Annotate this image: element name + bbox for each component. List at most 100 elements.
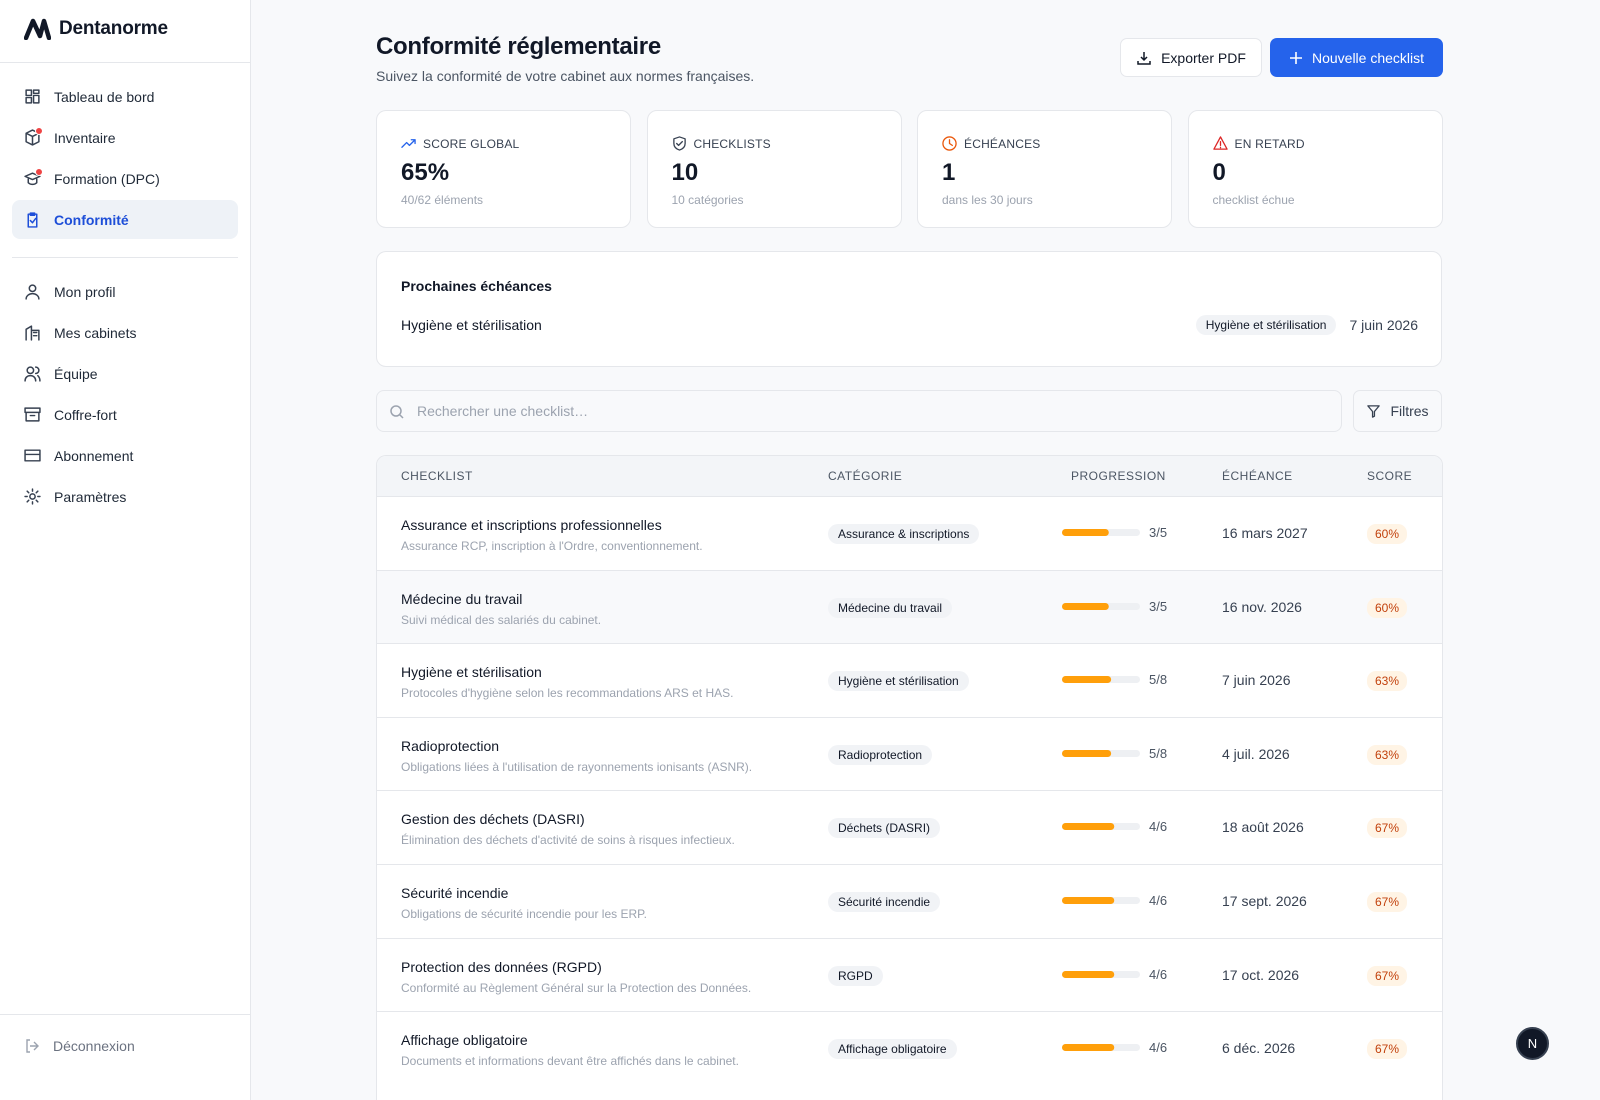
nav-item[interactable]: Mes cabinets <box>12 313 238 352</box>
progress-bar <box>1062 602 1140 610</box>
icon <box>27 212 38 228</box>
icon-path <box>24 488 41 505</box>
nav-item[interactable]: Inventaire <box>12 118 238 157</box>
due-date: 17 oct. 2026 <box>1222 966 1300 983</box>
nav-label: Abonnement <box>54 447 134 464</box>
icon <box>1137 51 1151 65</box>
due-date: 4 juil. 2026 <box>1222 745 1290 762</box>
score-pill: 67% <box>1367 1039 1408 1060</box>
kpi-label-row: CHECKLISTS <box>672 135 877 152</box>
brand[interactable]: Dentanorme <box>24 18 168 40</box>
progress-label: 5/8 <box>1149 745 1168 761</box>
progress-label: 4/6 <box>1149 819 1168 835</box>
table-row[interactable]: Radioprotection Obligations liées à l'uti… <box>377 716 1442 791</box>
icon <box>25 284 40 300</box>
avatar[interactable]: N <box>1516 1027 1549 1060</box>
score-pill: 60% <box>1367 597 1408 618</box>
icon <box>26 1038 39 1053</box>
logo <box>24 18 51 40</box>
category-chip: Sécurité incendie <box>828 892 941 912</box>
due-date: 16 nov. 2026 <box>1222 598 1302 615</box>
search-placeholder: Rechercher une checklist… <box>417 403 589 419</box>
divider <box>12 257 238 258</box>
kpi-card: EN RETARD 0 checklist échue <box>1187 110 1443 228</box>
progress-bar <box>1062 970 1140 978</box>
category-chip: Déchets (DASRI) <box>828 818 941 839</box>
export-button[interactable]: Exporter PDF <box>1120 38 1262 77</box>
icon <box>390 405 404 419</box>
icon-path <box>25 284 40 300</box>
progress-label: 4/6 <box>1149 1040 1168 1056</box>
kpi-card: ÉCHÉANCES 1 dans les 30 jours <box>917 110 1172 228</box>
table-row[interactable]: Assurance et inscriptions professionnell… <box>377 496 1442 570</box>
page-title: Conformité réglementaire <box>376 33 661 60</box>
icon <box>25 89 40 104</box>
kpi-label: EN RETARD <box>1234 136 1305 151</box>
score-pill: 63% <box>1367 744 1408 765</box>
search-input[interactable]: Rechercher une checklist… <box>376 390 1342 432</box>
notification-dot <box>35 168 43 176</box>
filters-button[interactable]: Filtres <box>1353 390 1442 432</box>
progress-bar <box>1062 823 1140 831</box>
column-header: ÉCHÉANCE <box>1222 469 1293 483</box>
icon <box>24 407 41 422</box>
score-pill: 67% <box>1367 892 1408 912</box>
table-row[interactable]: Hygiène et stérilisation Protocoles d'hyg… <box>377 643 1442 718</box>
icon-path <box>25 89 40 104</box>
filters-label: Filtres <box>1390 403 1429 419</box>
progress-fill <box>1062 602 1109 610</box>
kpi-label: SCORE GLOBAL <box>423 136 520 151</box>
icon-path <box>24 407 41 422</box>
logout[interactable]: Déconnexion <box>12 1026 135 1065</box>
nav-item[interactable]: Paramètres <box>12 477 238 516</box>
logout-label: Déconnexion <box>53 1037 135 1054</box>
nav-label: Mon profil <box>54 283 116 300</box>
nav-item[interactable]: Formation (DPC) <box>12 159 238 198</box>
icon <box>1289 51 1302 64</box>
nav-item[interactable]: Conformité <box>12 200 238 239</box>
nav-item[interactable]: Tableau de bord <box>12 77 238 116</box>
due-date: 18 août 2026 <box>1222 819 1304 836</box>
table-row[interactable]: Affichage obligatoire Documents et inform… <box>377 1011 1442 1086</box>
icon <box>24 488 41 505</box>
main: Conformité réglementaire Suivez la confo… <box>251 0 1600 1100</box>
icon <box>942 136 957 151</box>
table-header: CHECKLIST CATÉGORIE PROGRESSION ÉCHÉANCE SCO… <box>377 456 1442 496</box>
deadline-item[interactable]: Hygiène et stérilisation Hygiène et stéri… <box>401 315 1418 337</box>
nav-item[interactable]: Équipe <box>12 354 238 393</box>
checklist-description: Protocoles d'hygiène selon les recommand… <box>401 686 734 701</box>
checklist-description: Élimination des déchets d'activité de so… <box>401 833 735 848</box>
progress-fill <box>1062 749 1112 757</box>
column-header: CHECKLIST <box>401 469 473 483</box>
table-row[interactable]: Protection des données (RGPD) Conformité … <box>377 937 1442 1012</box>
progress-fill <box>1062 529 1109 536</box>
table-row[interactable]: Gestion des déchets (DASRI) Élimination d… <box>377 790 1442 865</box>
kpi-card: SCORE GLOBAL 65% 40/62 éléments <box>376 110 631 228</box>
kpi-detail: checklist échue <box>1212 193 1295 207</box>
checklist-name: Sécurité incendie <box>401 885 509 901</box>
deadline-meta: Hygiène et stérilisation 7 juin 2026 <box>1195 315 1418 335</box>
notification-dot <box>35 127 43 135</box>
kpi-value: 1 <box>942 159 956 186</box>
nav-item[interactable]: Mon profil <box>12 272 238 311</box>
checklist-description: Conformité au Règlement Général sur la P… <box>401 980 752 995</box>
icon-path <box>27 212 38 228</box>
checklist-description: Suivi médical des salariés du cabinet. <box>401 612 602 627</box>
icon-path <box>672 136 686 151</box>
nav-item[interactable]: Coffre-fort <box>12 395 238 434</box>
progress-bar <box>1062 676 1140 684</box>
table-row[interactable]: Sécurité incendie Obligations de sécurité… <box>377 864 1442 938</box>
kpi-label-row: EN RETARD <box>1212 135 1418 152</box>
progress-fill <box>1062 823 1115 831</box>
progress-label: 3/5 <box>1149 525 1168 540</box>
table-row[interactable]: Médecine du travail Suivi médical des sal… <box>377 569 1442 644</box>
kpi-detail: dans les 30 jours <box>942 193 1033 207</box>
progress-bar <box>1062 1044 1140 1052</box>
nav-label: Inventaire <box>54 129 116 146</box>
create-button[interactable]: Nouvelle checklist <box>1270 38 1443 77</box>
checklist-description: Documents et informations devant être af… <box>401 1054 739 1069</box>
due-date: 7 juin 2026 <box>1222 672 1291 689</box>
nav-item[interactable]: Abonnement <box>12 436 238 475</box>
